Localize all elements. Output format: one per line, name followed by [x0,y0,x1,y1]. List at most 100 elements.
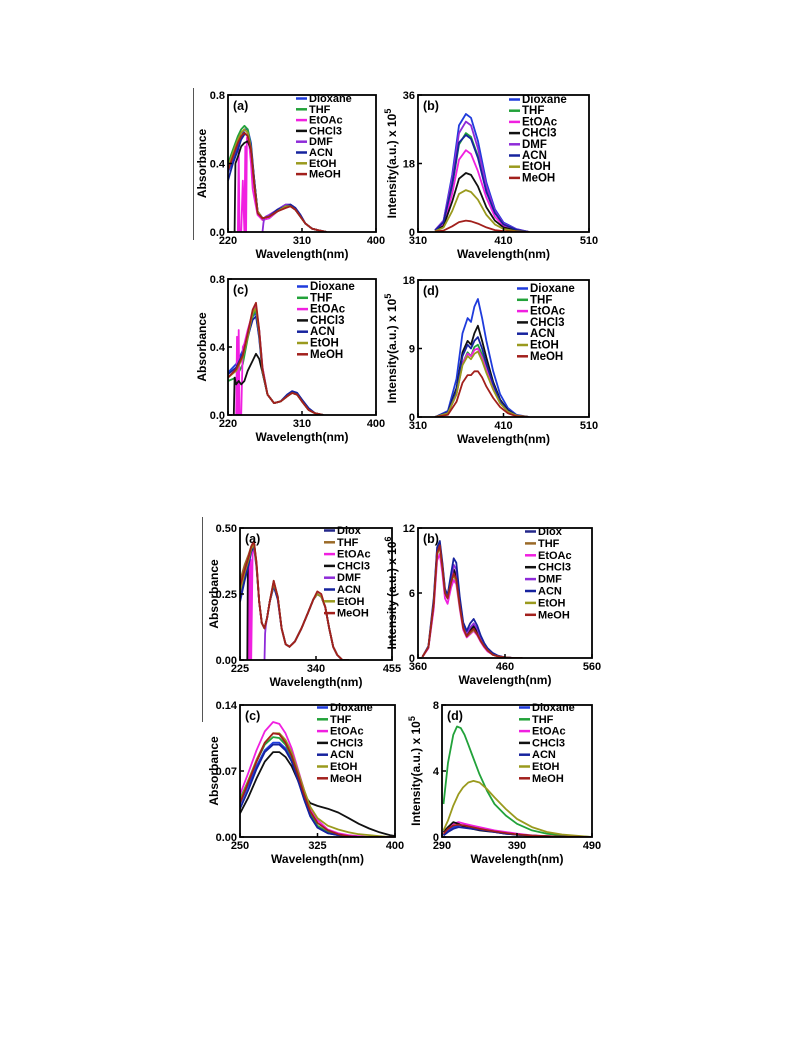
legend-entry: CHCl3 [337,560,370,572]
series-line-meoh [228,131,327,232]
y-axis-label-exponent: 5 [383,109,393,114]
legend-entry: ACN [522,150,547,162]
series-line-meoh [240,732,395,837]
x-axis-label: Wavelength(nm) [471,852,564,866]
legend-entry: EtOAc [330,726,364,738]
x-tick-label: 510 [580,420,598,432]
series-line-chcl3 [232,352,324,415]
legend-entry: ACN [310,326,335,338]
legend-entry: EtOH [330,761,358,773]
legend-entry: DMF [309,136,333,148]
legend-entry: CHCl3 [522,128,557,140]
y-axis-label-exponent: 6 [383,536,393,541]
y-tick-label: 0.00 [216,655,237,667]
legend-entry: EtOAc [530,306,566,318]
y-tick-label: 0.4 [210,159,226,171]
y-axis-label: Absorbance [195,312,209,382]
legend-entry: Dioxane [532,702,575,714]
x-tick-label: 290 [433,840,451,852]
x-tick-label: 400 [367,235,385,247]
legend-entry: EtOAc [309,115,343,127]
series-line-meoh [434,370,530,417]
series-lines [434,113,530,232]
y-axis-label: Absorbance [195,129,209,199]
legend-entry: Dioxane [330,702,373,714]
plot-frame [417,279,590,418]
legend-entry: CHCl3 [538,562,571,574]
panel-label: (c) [245,709,260,723]
y-axis-label: Absorbance [207,736,221,806]
legend-entry: THF [530,294,552,306]
x-axis-label: Wavelength(nm) [457,432,550,446]
legend-entry: ACN [337,584,361,596]
x-tick-label: 310 [293,235,311,247]
x-axis-label: Wavelength(nm) [457,247,550,261]
series-lines [434,298,530,417]
y-tick-label: 0 [409,412,415,424]
y-tick-label: 0.8 [210,90,225,102]
legend-entry: EtOAc [538,550,572,562]
legend-entry: Diox [538,526,563,538]
legend-entry: MeOH [330,773,362,785]
series-line-etoh [442,780,592,837]
x-tick-label: 310 [409,235,427,247]
legend-entry: Dioxane [310,281,355,293]
chart-panel-f2a: 225 340 455 0.00 0.25 0.50 Wavelength(nm) Absor… [207,523,401,689]
legend-entry: CHCl3 [309,125,342,137]
legend-entry: THF [330,714,352,726]
panel-label: (b) [423,532,439,546]
legend-entry: THF [337,537,359,549]
legend-entry: EtOH [530,340,559,352]
legend-entry: MeOH [310,349,343,361]
legend-entry: Dioxane [522,94,567,106]
chart-panel-f2c: 250 325 400 0.00 0.07 0.14 Wavelength(nm) Absor… [207,700,404,866]
legend-entry: MeOH [522,172,555,184]
y-tick-label: 4 [433,766,440,778]
y-tick-label: 0.0 [210,410,225,422]
series-line-meoh [240,540,349,660]
y-axis-label-exponent: 5 [383,294,393,299]
x-tick-label: 220 [219,418,237,430]
y-tick-label: 0.14 [216,700,238,712]
series-lines [421,540,523,658]
legend-entry: ACN [309,147,333,159]
plot-frame [441,704,593,838]
legend-entry: MeOH [538,609,570,621]
series-lines [240,540,349,660]
legend-entry: ACN [530,328,555,340]
legend-entry: DMF [522,139,547,151]
x-tick-label: 325 [308,840,326,852]
x-axis-label: Wavelength(nm) [256,430,349,444]
x-axis-label: Wavelength(nm) [270,675,363,689]
x-tick-label: 310 [409,420,427,432]
legend-entry: ACN [532,749,556,761]
series-line-chcl3 [434,172,530,232]
legend-entry: EtOH [522,161,551,173]
x-tick-label: 400 [367,418,385,430]
x-tick-label: 225 [231,663,249,675]
legend-entry: EtOAc [337,549,371,561]
chart-panel-f1a: 220 310 400 0.0 0.4 0.8 Wavelength(nm) Absorban… [195,90,385,261]
y-tick-label: 0.0 [210,227,225,239]
y-tick-label: 8 [433,700,439,712]
x-axis-label: Wavelength(nm) [271,852,364,866]
legend-entry: CHCl3 [530,317,565,329]
y-axis-label: Intensity(a.u.) x 105 [383,109,399,219]
y-tick-label: 0.00 [216,832,237,844]
panel-label: (a) [233,99,248,113]
y-tick-label: 0 [409,653,415,665]
legend-entry: MeOH [532,773,564,785]
y-tick-label: 0 [409,227,415,239]
x-tick-label: 310 [293,418,311,430]
chart-panel-f2d: 290 390 490 0 4 8 Wavelength(nm) Intensity(a.u.… [407,700,601,866]
legend-entry: THF [532,714,554,726]
chart-panel-f2b: 360 460 560 0 6 12 Wavelength(nm) Intensity (a.… [383,523,601,687]
x-tick-label: 410 [494,420,512,432]
legend-entry: EtOH [532,761,560,773]
series-line-acn [434,134,530,232]
series-lines [228,124,327,232]
